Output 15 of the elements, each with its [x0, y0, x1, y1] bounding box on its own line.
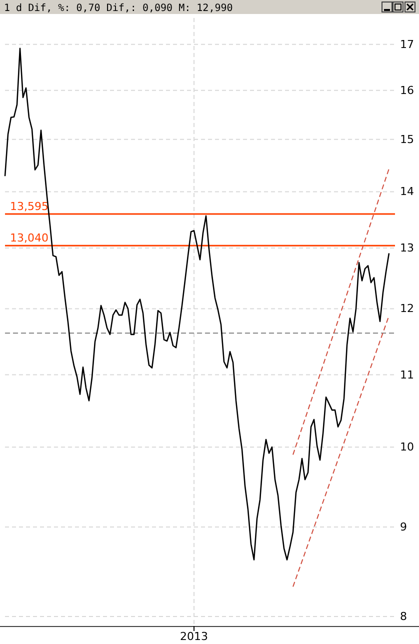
y-tick-label: 9 [400, 520, 407, 534]
ref-line-label: 13,595 [10, 200, 48, 213]
y-tick-label: 13 [400, 241, 414, 254]
y-tick-label: 11 [400, 368, 414, 382]
y-tick-label: 15 [400, 132, 414, 146]
x-tick-label: 2013 [180, 630, 208, 643]
line-series [4, 48, 390, 560]
y-tick-label: 16 [400, 84, 414, 97]
y-tick-label: 14 [400, 185, 414, 198]
chart-title: 1 d Dif, %: 0,70 Dif,: 0,090 M: 12,990 [4, 3, 233, 14]
ref-line-label: 13,040 [10, 232, 48, 245]
y-tick-label: 12 [400, 302, 414, 316]
y-tick-label: 17 [400, 38, 414, 51]
y-tick-label: 10 [400, 440, 414, 454]
y-tick-label: 8 [400, 610, 407, 623]
